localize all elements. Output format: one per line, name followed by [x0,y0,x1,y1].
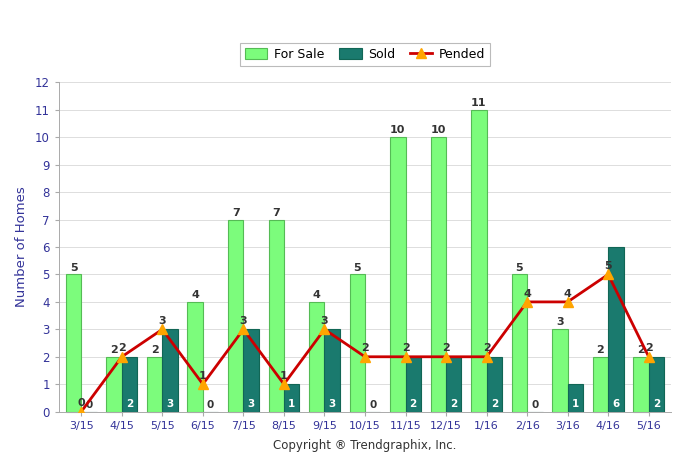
Bar [486,357,502,411]
Bar [309,302,324,411]
Text: 10: 10 [390,125,405,135]
Text: 3: 3 [556,318,564,327]
Bar [106,357,122,411]
Text: 1: 1 [571,399,579,410]
Bar [122,357,137,411]
Text: 2: 2 [151,345,158,355]
Text: 10: 10 [431,125,446,135]
Text: 2: 2 [637,345,645,355]
Text: 7: 7 [272,208,280,218]
Text: 1: 1 [280,371,288,381]
Bar [633,357,649,411]
Text: 3: 3 [158,316,166,326]
Y-axis label: Number of Homes: Number of Homes [15,187,28,307]
Bar [552,329,567,411]
Text: 4: 4 [191,290,199,300]
Text: 2: 2 [653,399,660,410]
Text: 2: 2 [118,344,126,354]
Bar [163,329,178,411]
Bar [608,247,624,411]
Text: 4: 4 [523,289,531,298]
Bar [244,329,259,411]
Text: 5: 5 [516,262,523,273]
Text: 3: 3 [320,316,329,326]
Bar [284,384,299,411]
Text: 6: 6 [612,399,619,410]
Bar [66,275,81,411]
Text: 2: 2 [110,345,118,355]
Text: 3: 3 [239,316,247,326]
Text: 5: 5 [353,262,361,273]
Text: 2: 2 [361,344,369,354]
Text: 0: 0 [78,398,85,408]
Text: 2: 2 [490,399,498,410]
Bar [324,329,340,411]
Text: 0: 0 [531,400,539,410]
Bar [390,137,405,411]
Bar [147,357,163,411]
Text: 2: 2 [442,344,450,354]
Text: 5: 5 [604,261,612,271]
Text: 2: 2 [645,344,652,354]
Text: 2: 2 [410,399,417,410]
Text: 5: 5 [70,262,78,273]
Bar [446,357,462,411]
Text: 0: 0 [207,400,214,410]
Bar [649,357,664,411]
Bar [512,275,527,411]
Bar [350,275,365,411]
Text: 4: 4 [313,290,320,300]
Bar [471,110,486,411]
Bar [567,384,583,411]
Legend: For Sale, Sold, Pended: For Sale, Sold, Pended [240,42,490,65]
Text: 1: 1 [288,399,295,410]
Bar [268,219,284,411]
Text: 2: 2 [126,399,133,410]
Text: 3: 3 [248,399,255,410]
Text: 2: 2 [401,344,410,354]
Text: 2: 2 [483,344,490,354]
Text: 2: 2 [450,399,458,410]
Text: 2: 2 [597,345,604,355]
Text: 0: 0 [369,400,377,410]
Text: 11: 11 [471,98,486,108]
Bar [593,357,608,411]
Bar [405,357,421,411]
Text: 7: 7 [232,208,239,218]
X-axis label: Copyright ® Trendgraphix, Inc.: Copyright ® Trendgraphix, Inc. [273,439,457,452]
Bar [228,219,244,411]
Text: 1: 1 [199,371,206,381]
Bar [187,302,203,411]
Text: 3: 3 [329,399,335,410]
Text: 3: 3 [167,399,174,410]
Text: 4: 4 [564,289,571,298]
Text: 0: 0 [85,400,93,410]
Bar [431,137,446,411]
